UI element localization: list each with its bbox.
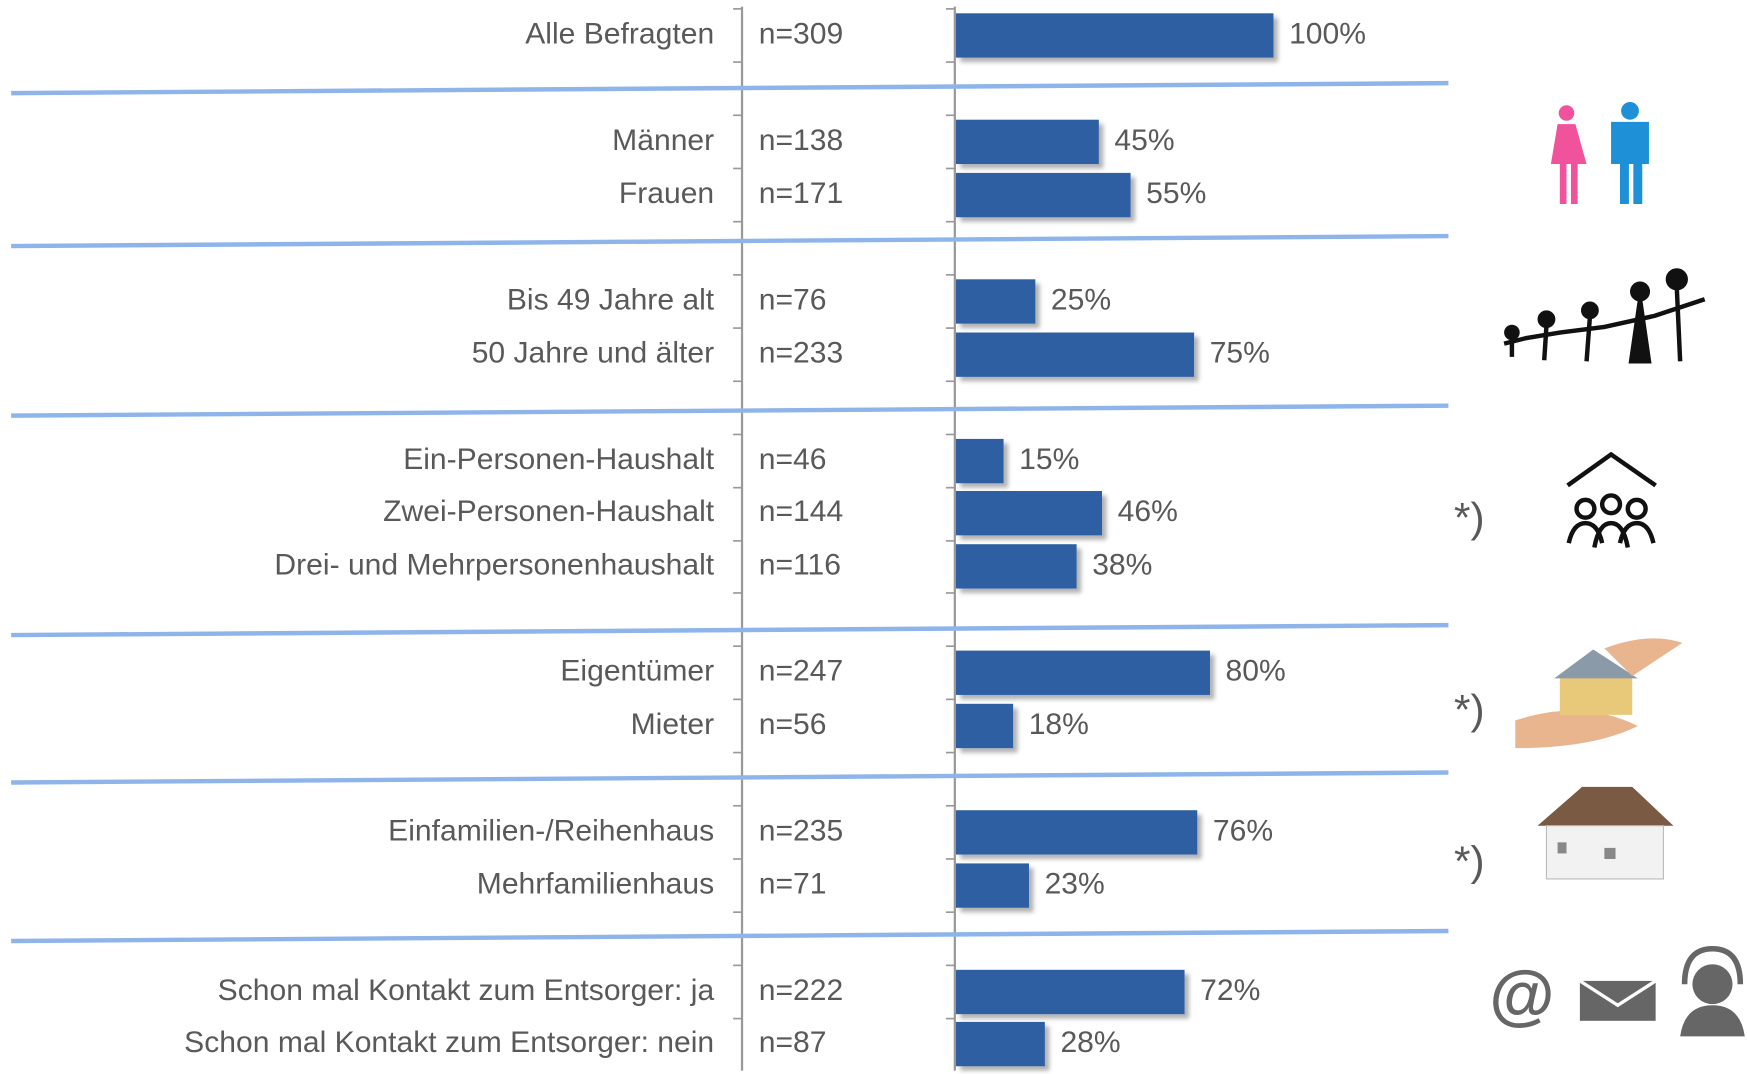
sample-size: n=76 — [759, 283, 827, 316]
footnote-mark: *) — [1454, 494, 1485, 541]
footnote-mark: *) — [1454, 686, 1485, 733]
gender-icon — [1551, 102, 1649, 204]
sample-size: n=56 — [759, 708, 827, 741]
bar — [956, 120, 1099, 164]
footnote-mark: *) — [1454, 838, 1485, 885]
bar — [956, 863, 1029, 907]
house-icon — [1538, 787, 1674, 879]
value-label: 38% — [1092, 548, 1152, 581]
category-label: Ein-Personen-Haushalt — [403, 443, 715, 476]
value-label: 75% — [1210, 337, 1270, 370]
bar — [956, 439, 1004, 483]
category-label: Bis 49 Jahre alt — [507, 283, 715, 316]
sample-size: n=247 — [759, 655, 843, 688]
bar — [956, 544, 1077, 588]
sample-size: n=235 — [759, 814, 843, 847]
bar — [956, 810, 1197, 854]
group-separator — [11, 236, 1448, 246]
value-label: 15% — [1019, 443, 1079, 476]
sample-size: n=233 — [759, 337, 843, 370]
sample-size: n=222 — [759, 974, 843, 1007]
bar — [956, 491, 1102, 535]
group-separator — [11, 406, 1448, 416]
chart: Alle Befragten n=309 100% Männer n=138 45% Fra… — [0, 0, 1747, 1074]
group-separator — [11, 625, 1448, 635]
bar — [956, 704, 1013, 748]
bar — [956, 1022, 1045, 1066]
group-separator — [11, 773, 1448, 783]
bar — [956, 651, 1210, 695]
bar — [956, 970, 1185, 1014]
sample-size: n=309 — [759, 17, 843, 50]
sample-size: n=71 — [759, 868, 827, 901]
value-label: 46% — [1118, 495, 1178, 528]
sample-size: n=87 — [759, 1026, 827, 1059]
house-hand-icon — [1515, 638, 1682, 748]
sample-size: n=116 — [759, 548, 841, 581]
category-label: Alle Befragten — [525, 17, 714, 50]
category-label: Schon mal Kontakt zum Entsorger: nein — [184, 1026, 714, 1059]
family-icon — [1504, 270, 1705, 361]
bar — [956, 173, 1131, 217]
category-label: Eigentümer — [560, 655, 714, 688]
value-label: 18% — [1029, 708, 1089, 741]
category-label: Männer — [612, 124, 714, 157]
page: Alle Befragten n=309 100% Männer n=138 45% Fra… — [0, 0, 1747, 1074]
group-separator — [11, 931, 1448, 941]
household-icon — [1568, 454, 1656, 547]
bar — [956, 279, 1035, 323]
value-label: 23% — [1045, 868, 1105, 901]
sample-size: n=138 — [759, 124, 843, 157]
value-label: 25% — [1051, 283, 1111, 316]
sample-size: n=171 — [759, 177, 843, 210]
category-label: Einfamilien-/Reihenhaus — [388, 814, 714, 847]
value-label: 80% — [1226, 655, 1286, 688]
group-separator — [11, 83, 1448, 93]
value-label: 72% — [1200, 974, 1260, 1007]
value-label: 45% — [1114, 124, 1174, 157]
category-label: Zwei-Personen-Haushalt — [383, 495, 715, 528]
category-label: Mieter — [631, 708, 715, 741]
bar — [956, 333, 1194, 377]
value-label: 28% — [1060, 1026, 1120, 1059]
value-label: 55% — [1146, 177, 1206, 210]
value-label: 100% — [1289, 17, 1366, 50]
sample-size: n=46 — [759, 443, 827, 476]
category-label: Frauen — [619, 177, 714, 210]
category-label: Mehrfamilienhaus — [477, 868, 714, 901]
contact-icon: @ — [1489, 958, 1554, 1032]
category-label: Schon mal Kontakt zum Entsorger: ja — [218, 974, 715, 1007]
category-label: 50 Jahre und älter — [472, 337, 714, 370]
value-label: 76% — [1213, 814, 1273, 847]
sample-size: n=144 — [759, 495, 843, 528]
category-label: Drei- und Mehrpersonenhaushalt — [274, 548, 714, 581]
bar — [956, 13, 1274, 57]
contact-icons — [1580, 949, 1745, 1037]
